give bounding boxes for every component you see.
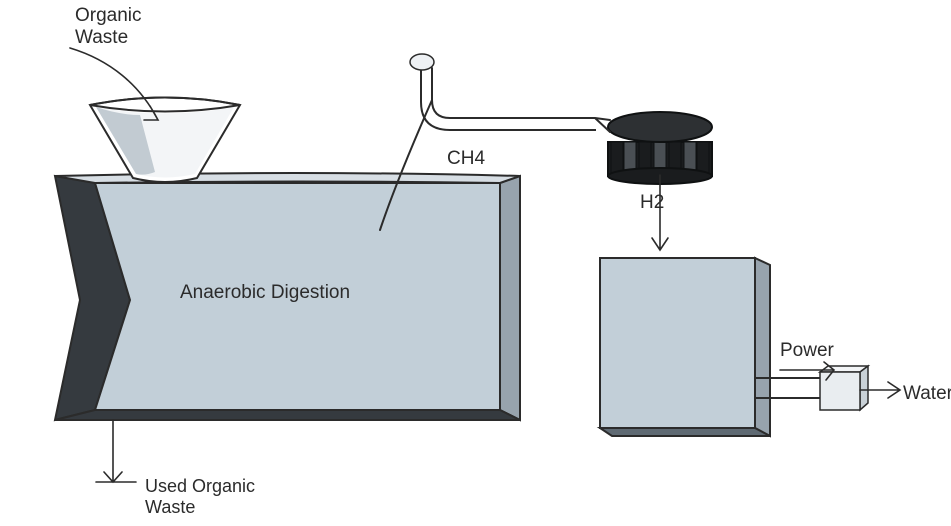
label-water: Water — [903, 383, 951, 405]
label-digester: Anaerobic Digestion — [180, 282, 350, 304]
label-power: Power — [780, 340, 834, 362]
process-diagram — [0, 0, 951, 526]
label-ch4: CH4 — [447, 148, 485, 170]
label-organic-waste: Organic Waste — [75, 5, 142, 49]
label-used-waste: Used Organic Waste — [145, 476, 255, 517]
label-h2: H2 — [640, 192, 664, 214]
